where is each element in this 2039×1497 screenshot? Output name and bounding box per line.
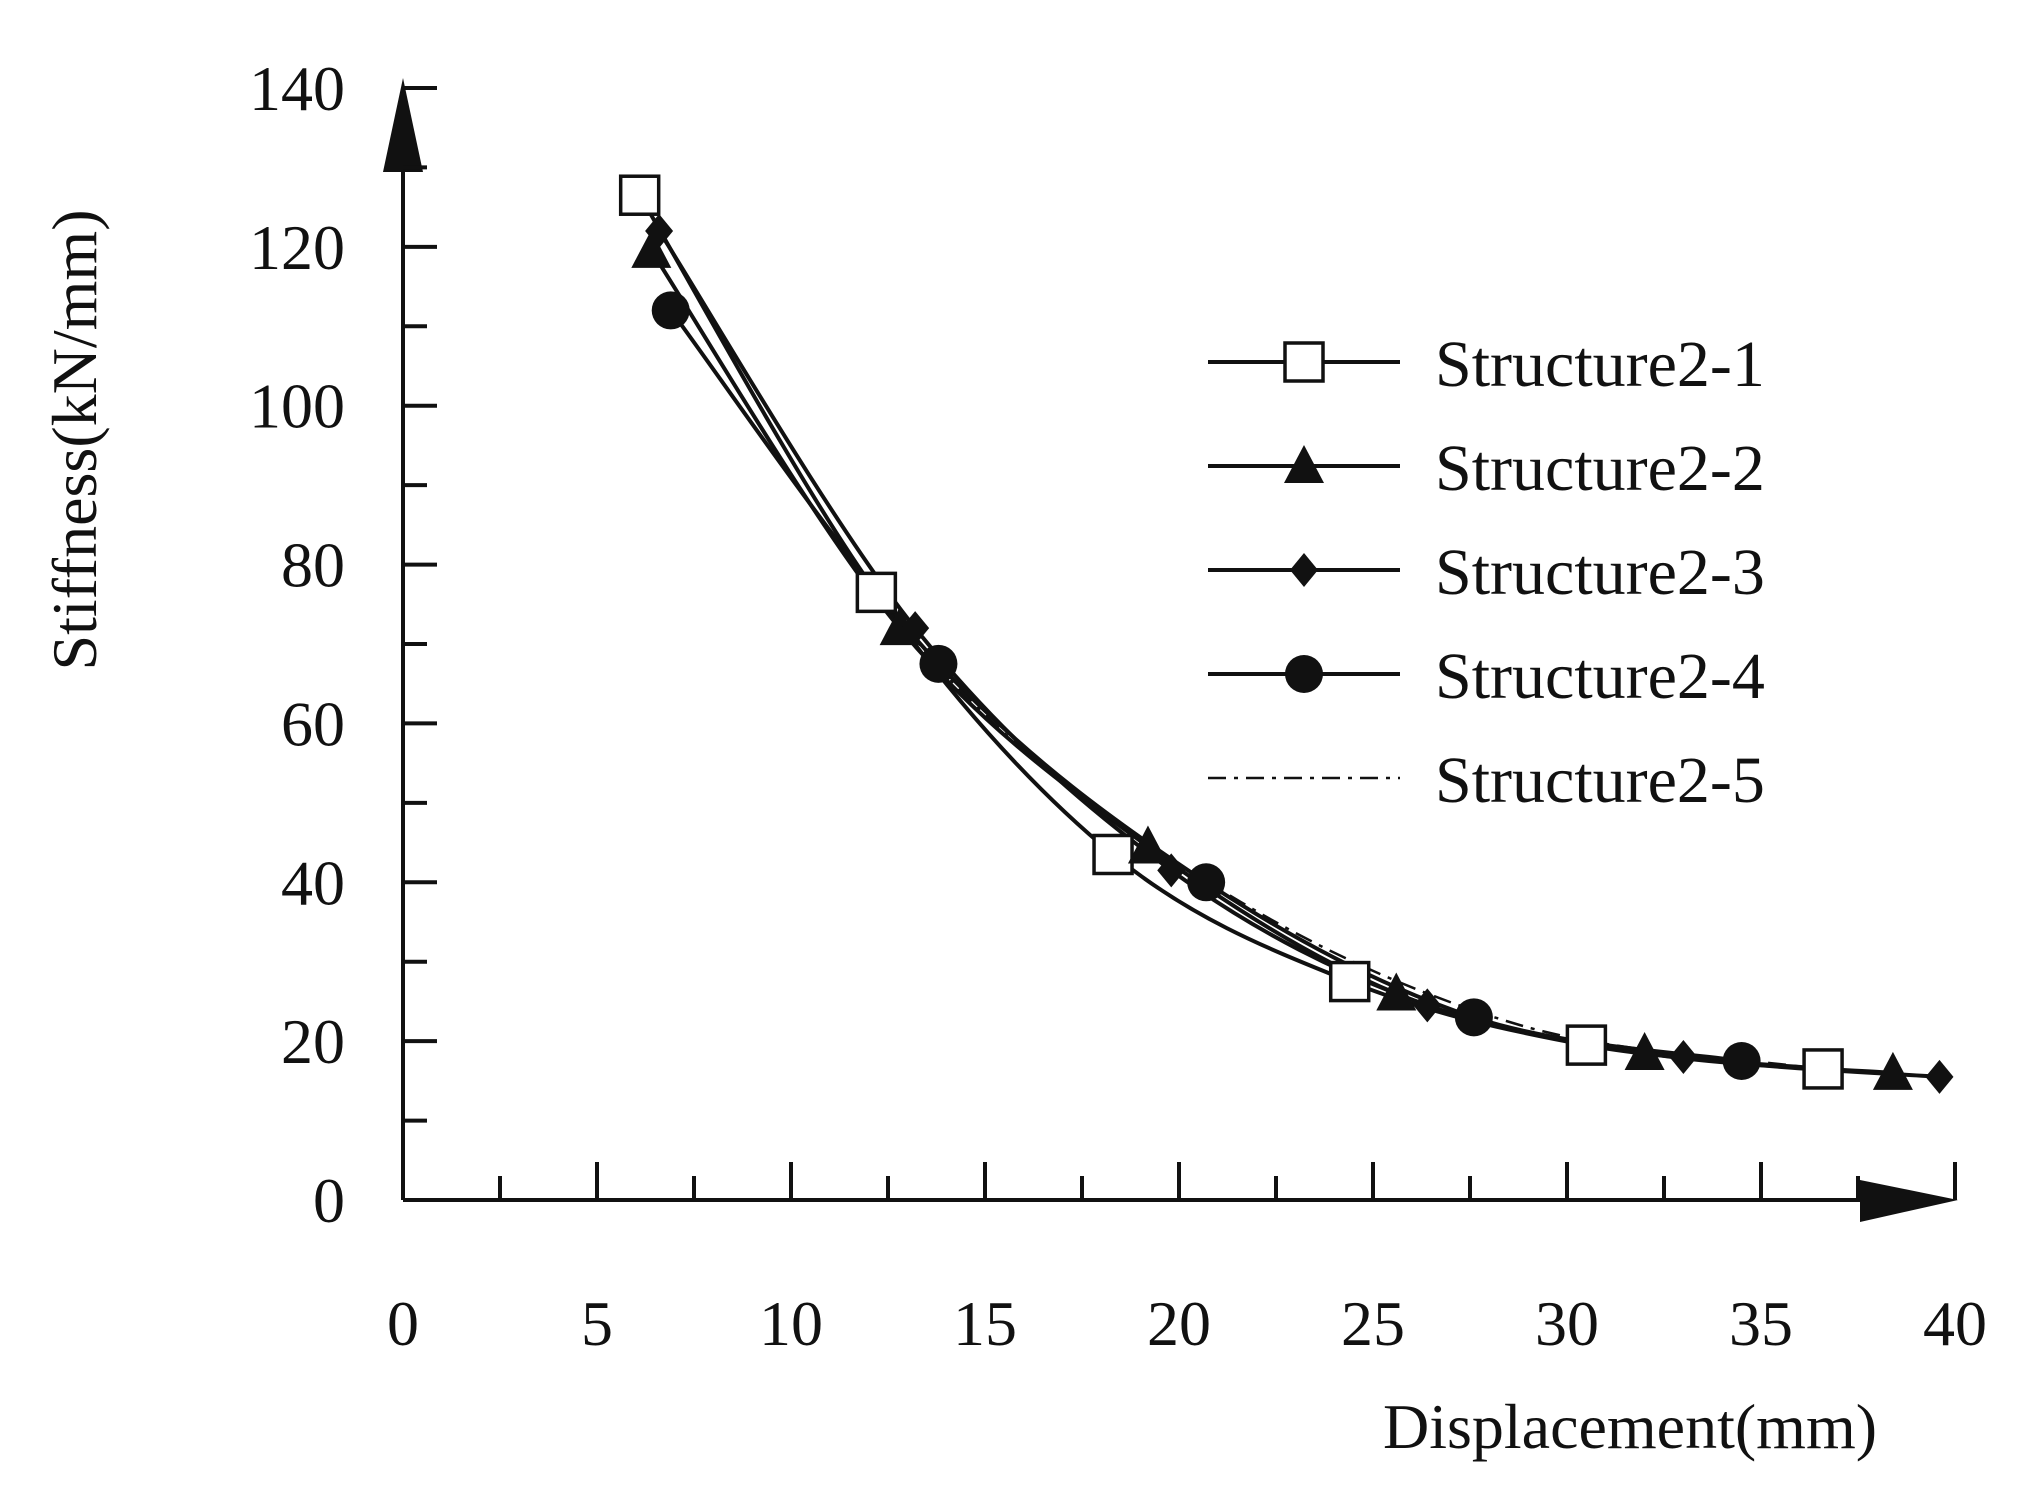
data-point-triangle bbox=[1872, 1051, 1913, 1090]
legend-label: Structure2-2 bbox=[1435, 432, 1765, 505]
data-point-square bbox=[1092, 833, 1134, 876]
data-point-triangle bbox=[1284, 445, 1324, 483]
data-point-circle bbox=[651, 291, 690, 330]
data-point-diamond bbox=[1669, 1040, 1698, 1075]
x-tick-label: 20 bbox=[1147, 1288, 1211, 1359]
legend: Structure2-1 Structure2-2 Structure2-3 Stru… bbox=[1208, 328, 1765, 817]
data-point-diamond bbox=[1157, 853, 1186, 888]
data-point-circle bbox=[1722, 1042, 1761, 1080]
legend-label: Structure2-4 bbox=[1435, 640, 1765, 713]
legend-label: Structure2-5 bbox=[1435, 744, 1765, 817]
data-point-square bbox=[1328, 960, 1371, 1003]
y-axis-label: Stiffness(kN/mm) bbox=[39, 209, 110, 670]
y-tick-label: 20 bbox=[281, 1006, 345, 1077]
data-point-circle bbox=[1285, 655, 1323, 693]
y-tick-label: 120 bbox=[249, 212, 345, 283]
legend-label: Structure2-3 bbox=[1435, 536, 1765, 609]
y-tick-label: 60 bbox=[281, 688, 345, 759]
series-line bbox=[637, 194, 1824, 1071]
data-point-diamond bbox=[1925, 1059, 1954, 1094]
y-tick-label: 100 bbox=[249, 371, 345, 442]
axes-layer: Stiffness(kN/mm) Displacement(mm) 0 5 10 15… bbox=[39, 53, 1987, 1462]
data-point-triangle bbox=[1624, 1032, 1665, 1071]
x-tick-label: 0 bbox=[387, 1288, 419, 1359]
series-layer bbox=[618, 174, 1954, 1094]
data-point-diamond bbox=[1413, 988, 1442, 1023]
data-point-triangle bbox=[631, 229, 672, 268]
x-axis-arrow bbox=[1860, 1180, 1958, 1222]
y-tick-label: 80 bbox=[281, 530, 345, 601]
y-tick-label: 140 bbox=[249, 53, 345, 124]
data-point-triangle bbox=[1127, 825, 1168, 864]
y-axis-arrow bbox=[383, 78, 423, 172]
x-tick-label: 40 bbox=[1923, 1288, 1987, 1359]
data-point-circle bbox=[1187, 863, 1226, 902]
y-tick-label: 0 bbox=[313, 1165, 345, 1236]
legend-label: Structure2-1 bbox=[1435, 328, 1765, 401]
data-point-triangle bbox=[1376, 972, 1417, 1011]
x-tick-label: 5 bbox=[581, 1288, 613, 1359]
data-point-circle bbox=[919, 644, 958, 683]
data-point-square bbox=[1802, 1048, 1844, 1090]
x-tick-label: 15 bbox=[953, 1288, 1017, 1359]
series-line bbox=[657, 229, 1940, 1079]
data-point-square bbox=[1565, 1024, 1608, 1066]
x-axis-label: Displacement(mm) bbox=[1383, 1391, 1877, 1462]
y-tick-label: 40 bbox=[281, 847, 345, 918]
x-tick-label: 30 bbox=[1535, 1288, 1599, 1359]
data-point-circle bbox=[1454, 998, 1493, 1037]
data-point-diamond bbox=[1290, 553, 1318, 587]
x-tick-label: 25 bbox=[1341, 1288, 1405, 1359]
x-tick-label: 35 bbox=[1729, 1288, 1793, 1359]
data-point-diamond bbox=[901, 611, 930, 646]
data-point-square bbox=[1283, 341, 1325, 383]
x-tick-label: 10 bbox=[759, 1288, 823, 1359]
data-point-diamond bbox=[645, 213, 674, 248]
data-point-square bbox=[618, 174, 661, 216]
data-point-square bbox=[855, 571, 898, 614]
